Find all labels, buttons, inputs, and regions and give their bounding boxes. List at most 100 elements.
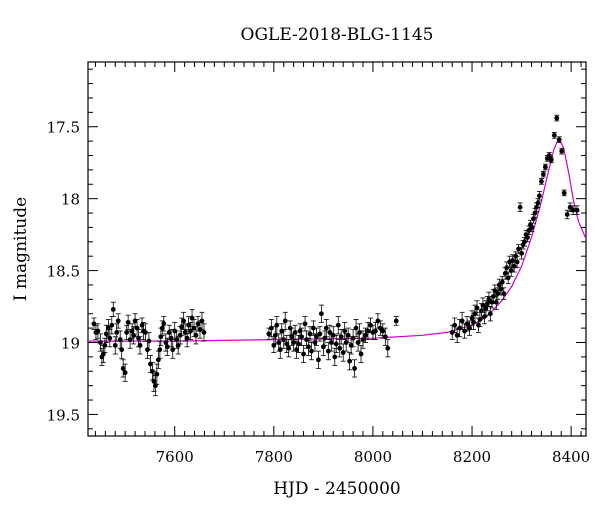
y-tick-label: 19 xyxy=(61,335,80,353)
point-marker xyxy=(179,324,185,330)
point-marker xyxy=(195,321,201,327)
point-marker xyxy=(559,148,565,154)
data-point xyxy=(487,306,493,322)
point-marker xyxy=(115,318,121,324)
point-marker xyxy=(487,311,493,317)
point-marker xyxy=(540,171,546,177)
point-marker xyxy=(284,341,290,347)
point-marker xyxy=(363,332,368,338)
data-point xyxy=(306,337,312,356)
data-point xyxy=(282,311,288,330)
point-marker xyxy=(318,311,324,317)
point-marker xyxy=(504,265,510,271)
point-marker xyxy=(164,344,170,350)
point-marker xyxy=(193,332,199,338)
y-tick-label: 18 xyxy=(61,191,80,209)
x-tick-label: 8400 xyxy=(552,448,590,466)
data-point xyxy=(323,319,329,338)
point-marker xyxy=(316,357,321,363)
data-point xyxy=(542,163,548,171)
y-tick-label: 19.5 xyxy=(47,406,80,424)
chart-title: OGLE-2018-BLG-1145 xyxy=(241,25,434,45)
point-marker xyxy=(570,207,576,213)
data-point xyxy=(514,255,520,269)
data-point xyxy=(325,342,331,361)
data-point xyxy=(301,344,307,364)
point-marker xyxy=(574,207,580,213)
point-marker xyxy=(561,190,567,196)
data-point xyxy=(355,333,361,352)
data-point xyxy=(95,323,101,339)
point-marker xyxy=(525,235,530,240)
point-marker xyxy=(294,347,300,353)
data-point xyxy=(302,316,308,332)
point-marker xyxy=(333,341,339,347)
model-layer xyxy=(88,136,587,342)
data-point xyxy=(318,304,324,323)
data-point xyxy=(535,198,541,208)
x-axis-label: HJD - 2450000 xyxy=(273,479,401,499)
point-marker xyxy=(119,347,125,353)
point-marker xyxy=(522,239,527,245)
data-point xyxy=(474,300,480,316)
point-marker xyxy=(266,331,272,337)
data-point xyxy=(199,311,205,330)
point-marker xyxy=(311,325,316,331)
point-marker xyxy=(535,200,541,206)
data-point xyxy=(157,340,163,359)
data-point xyxy=(464,316,470,332)
point-marker xyxy=(157,347,163,353)
point-marker xyxy=(464,321,470,327)
point-marker xyxy=(335,322,341,328)
point-marker xyxy=(548,157,554,163)
point-marker xyxy=(314,334,319,340)
x-tick-label: 7600 xyxy=(156,448,194,466)
point-marker xyxy=(301,351,306,357)
point-marker xyxy=(501,291,507,296)
data-point xyxy=(501,287,507,300)
data-point xyxy=(554,114,560,122)
point-marker xyxy=(161,321,167,327)
data-point xyxy=(102,337,108,353)
data-point xyxy=(540,170,546,178)
data-point xyxy=(538,178,544,185)
data-point xyxy=(122,363,128,382)
point-marker xyxy=(474,305,480,311)
y-tick-label: 17.5 xyxy=(47,119,80,137)
point-marker xyxy=(382,334,388,340)
point-marker xyxy=(517,204,523,210)
point-marker xyxy=(282,318,288,324)
data-point xyxy=(385,339,391,358)
data-point xyxy=(393,316,399,326)
data-point xyxy=(315,350,321,369)
data-point xyxy=(332,347,338,366)
point-marker xyxy=(286,345,292,351)
data-point xyxy=(335,316,341,335)
point-marker xyxy=(330,332,336,338)
point-marker xyxy=(385,345,391,351)
point-marker xyxy=(551,132,557,138)
data-point xyxy=(266,327,272,341)
point-marker xyxy=(347,358,353,364)
data-point xyxy=(352,359,358,378)
point-marker xyxy=(342,328,348,334)
data-point xyxy=(115,313,121,329)
data-point xyxy=(360,330,366,349)
data-point xyxy=(372,321,378,341)
data-point xyxy=(286,339,292,358)
point-marker xyxy=(360,337,366,343)
point-marker xyxy=(480,302,486,308)
point-marker xyxy=(564,212,570,217)
point-marker xyxy=(125,319,131,325)
data-point xyxy=(345,327,351,343)
data-point xyxy=(459,311,465,330)
data-point xyxy=(333,334,339,353)
point-marker xyxy=(112,342,118,348)
point-marker xyxy=(120,365,126,371)
data-point xyxy=(559,147,565,155)
point-marker xyxy=(542,164,548,170)
point-marker xyxy=(199,318,205,324)
data-point xyxy=(281,330,287,349)
point-marker xyxy=(102,342,108,348)
point-marker xyxy=(337,345,343,351)
